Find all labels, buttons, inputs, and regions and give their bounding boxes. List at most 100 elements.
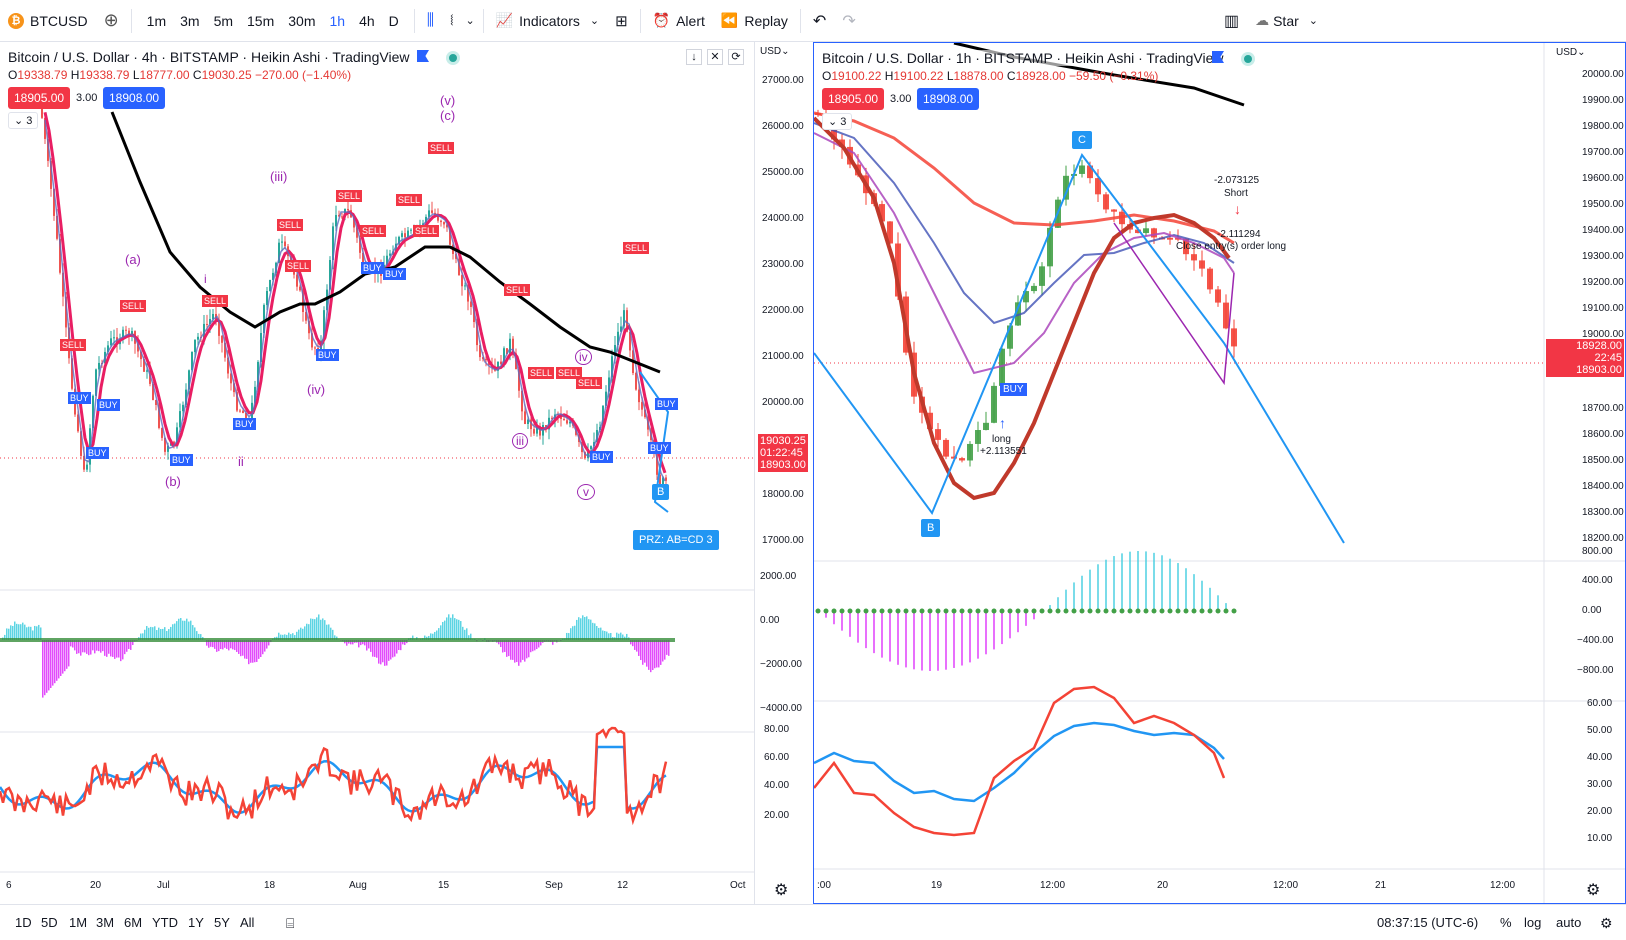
right-price-tick: 19300.00 <box>1582 251 1624 262</box>
goto-date-icon[interactable]: ⌸ <box>286 915 295 931</box>
left-time-tick: Oct <box>730 880 746 891</box>
interval-3m[interactable]: 3m <box>180 12 200 29</box>
right-point-c-label: C <box>1072 131 1092 149</box>
left-indicators-toggle[interactable]: ⌄ 3 <box>8 112 39 129</box>
wave-label-small-iv: iv <box>575 349 592 365</box>
left-buy-price-button[interactable]: 18908.00 <box>103 87 166 109</box>
buy-signal: BUY <box>233 418 256 430</box>
indicators-icon: 📈 <box>495 12 514 28</box>
left-pane-maximize-icon[interactable]: ⟳ <box>728 49 744 65</box>
left-chart-svg[interactable] <box>0 42 755 904</box>
right-time-tick: 21 <box>1375 880 1387 891</box>
left-price-tick: 27000.00 <box>762 75 804 86</box>
sell-signal: SELL <box>360 225 387 237</box>
right-macd-tick: 400.00 <box>1582 575 1613 586</box>
interval-1m[interactable]: 1m <box>146 12 167 29</box>
left-close: 19030.25 <box>201 68 252 82</box>
right-time-axis[interactable]: :00 19 12:00 20 12:00 21 12:00 <box>813 872 1543 902</box>
log-scale-toggle[interactable]: log <box>1524 915 1542 930</box>
replay-icon: ⏪ <box>720 12 739 28</box>
interval-4h[interactable]: 4h <box>359 12 375 29</box>
range-5y[interactable]: 5Y <box>214 915 230 930</box>
right-price-tick: 19000.00 <box>1582 329 1624 340</box>
range-3m[interactable]: 3M <box>96 915 115 930</box>
right-time-tick: 19 <box>931 880 943 891</box>
right-purple-ma-line <box>814 132 1235 375</box>
left-price-axis-labels[interactable]: 27000.00 26000.00 25000.00 24000.00 23000.00… <box>756 42 812 904</box>
left-rsi-tick: 60.00 <box>764 752 790 763</box>
right-macd-tick: −400.00 <box>1577 635 1614 646</box>
left-time-axis[interactable]: 6 20 Jul 18 Aug 15 Sep 12 Oct <box>0 872 755 902</box>
candle-style-icon[interactable]: ⧙ <box>450 11 454 29</box>
bar-style-icon[interactable]: ⫼ <box>426 11 435 29</box>
chevron-down-icon[interactable]: ⌄ <box>465 15 475 27</box>
interval-15m[interactable]: 15m <box>247 12 275 29</box>
right-rsi-line <box>814 721 1225 803</box>
right-sell-price-button[interactable]: 18905.00 <box>822 88 885 110</box>
right-price-tick: 18200.00 <box>1582 533 1624 544</box>
scale-settings-icon[interactable]: ⚙ <box>1600 915 1613 931</box>
left-time-tick: 12 <box>617 880 629 891</box>
left-pane-close-icon[interactable]: ✕ <box>707 49 723 65</box>
alert-button[interactable]: ⏰ Alert <box>645 0 713 42</box>
templates-grid-icon[interactable]: ⊞ <box>615 12 628 30</box>
left-chart-pane[interactable]: Bitcoin / U.S. Dollar · 4h · BITSTAMP · … <box>0 42 755 904</box>
range-1m[interactable]: 1M <box>69 915 88 930</box>
buy-signal: BUY <box>590 451 613 463</box>
right-macd-histogram <box>825 551 1227 671</box>
redo-icon[interactable]: ↷ <box>842 12 856 30</box>
left-macd-tick: 0.00 <box>760 615 780 626</box>
right-symbol-flag-icon <box>1212 51 1224 63</box>
interval-1h[interactable]: 1h <box>329 12 346 29</box>
range-ytd[interactable]: YTD <box>152 915 178 930</box>
left-fast-ma-line <box>44 119 666 482</box>
left-sma-line <box>110 111 661 374</box>
right-buy-price-button[interactable]: 18908.00 <box>917 88 980 110</box>
right-rsi-tick: 30.00 <box>1587 779 1613 790</box>
left-axis-currency[interactable]: USD⌄ <box>760 46 790 57</box>
right-time-tick: 12:00 <box>1490 880 1516 891</box>
left-sell-price-button[interactable]: 18905.00 <box>8 87 71 109</box>
replay-button[interactable]: ⏪ Replay <box>713 0 796 42</box>
compare-add-icon[interactable]: ⊕ <box>103 10 119 30</box>
left-price-tick: 18000.00 <box>762 489 804 500</box>
undo-icon[interactable]: ↶ <box>812 12 827 30</box>
wave-label-iii: (iii) <box>270 169 288 184</box>
layout-icon[interactable]: ▥ <box>1223 12 1240 30</box>
right-axis-currency[interactable]: USD⌄ <box>1556 47 1586 58</box>
interval-5m[interactable]: 5m <box>213 12 234 29</box>
left-rsi-line <box>0 745 667 815</box>
right-indicators-toggle[interactable]: ⌄ 3 <box>822 113 853 130</box>
sell-signal: SELL <box>336 190 363 202</box>
right-price-tick: 18400.00 <box>1582 481 1624 492</box>
left-price-tick: 21000.00 <box>762 351 804 362</box>
percent-scale-toggle[interactable]: % <box>1500 915 1512 930</box>
right-chart-svg[interactable] <box>814 43 1625 903</box>
range-all[interactable]: All <box>240 915 255 930</box>
right-rsi-tick: 20.00 <box>1587 806 1613 817</box>
left-macd-tick: 2000.00 <box>760 571 797 582</box>
symbol-search[interactable]: ₿ BTCUSD <box>0 0 96 42</box>
clock[interactable]: 08:37:15 (UTC-6) <box>1377 915 1479 930</box>
range-5d[interactable]: 5D <box>41 915 58 930</box>
wave-label-small-ii: ii <box>238 454 244 469</box>
indicators-button[interactable]: 📈 Indicators ⌄ <box>488 0 607 42</box>
right-time-tick: 12:00 <box>1040 880 1066 891</box>
right-axis-settings-icon[interactable]: ⚙ <box>1586 882 1601 899</box>
range-6m[interactable]: 6M <box>124 915 143 930</box>
right-price-tick: 18600.00 <box>1582 429 1624 440</box>
range-1d[interactable]: 1D <box>15 915 32 930</box>
star-button[interactable]: ☁ Star ⌄ <box>1247 0 1326 42</box>
auto-scale-toggle[interactable]: auto <box>1556 915 1582 930</box>
range-1y[interactable]: 1Y <box>188 915 204 930</box>
right-chart-pane[interactable]: Bitcoin / U.S. Dollar · 1h · BITSTAMP · … <box>813 42 1626 904</box>
right-price-axis-labels[interactable]: 20000.00 19900.00 19800.00 19700.00 19600.00… <box>1544 43 1625 869</box>
right-ema-line <box>814 111 1235 245</box>
right-ohlc: O19100.22 H19100.22 L18878.00 C18928.00 … <box>822 69 1159 83</box>
right-axis-currency-label: USD <box>1556 47 1578 58</box>
interval-30m[interactable]: 30m <box>288 12 316 29</box>
left-axis-settings-icon[interactable]: ⚙ <box>774 882 789 899</box>
left-pane-arrow-down-icon[interactable]: ↓ <box>686 49 702 65</box>
interval-d[interactable]: D <box>388 12 399 29</box>
left-ohlc: O19338.79 H19338.79 L18777.00 C19030.25 … <box>8 68 352 82</box>
